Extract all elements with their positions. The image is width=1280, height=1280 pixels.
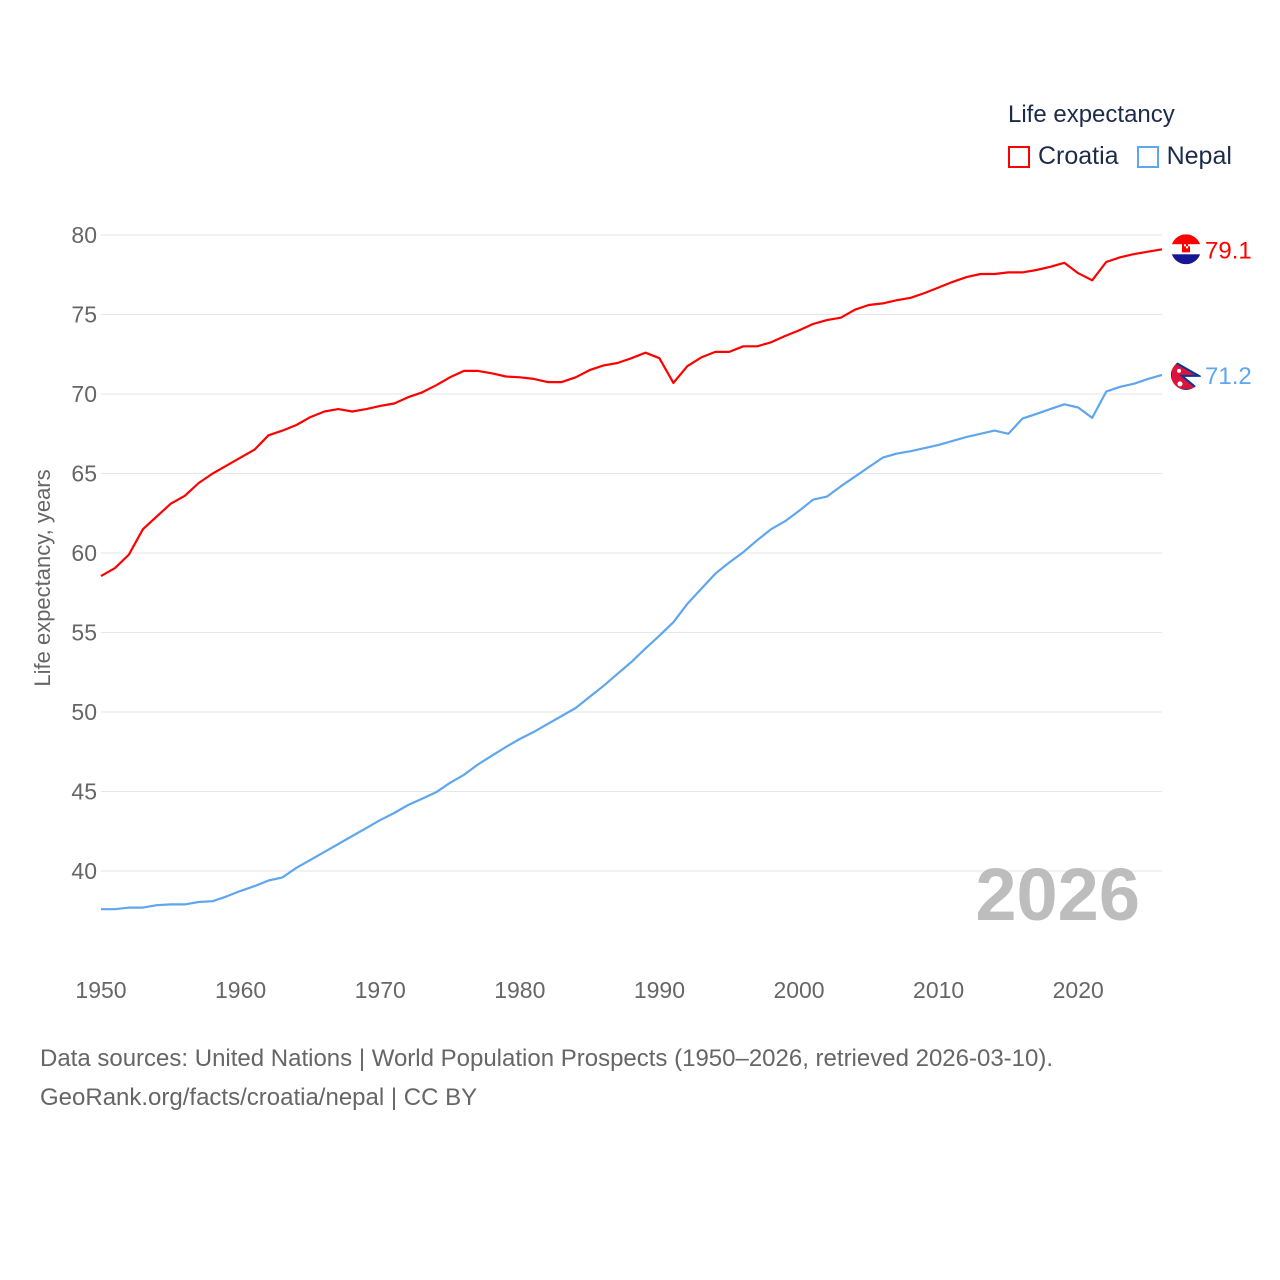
x-tick-label: 1990 xyxy=(634,977,685,1003)
legend-label-nepal: Nepal xyxy=(1166,142,1232,170)
legend-title: Life expectancy xyxy=(1008,101,1175,128)
x-tick-label: 2020 xyxy=(1053,977,1104,1003)
y-tick-label: 40 xyxy=(71,858,97,884)
y-tick-label: 50 xyxy=(71,699,97,725)
year-watermark: 2026 xyxy=(975,853,1140,936)
end-label-croatia: 79.1 xyxy=(1205,237,1252,264)
legend-label-croatia: Croatia xyxy=(1038,142,1119,170)
legend-swatch-nepal xyxy=(1136,145,1159,168)
y-tick-label: 80 xyxy=(71,222,97,248)
x-tick-label: 2000 xyxy=(773,977,824,1003)
x-tick-label: 2010 xyxy=(913,977,964,1003)
series-line-croatia xyxy=(100,248,1163,578)
y-tick-label: 65 xyxy=(71,461,97,487)
flag-nepal-icon xyxy=(1171,359,1201,390)
y-tick-label: 60 xyxy=(71,540,97,566)
legend-item-croatia[interactable]: Croatia xyxy=(1008,142,1119,171)
end-label-nepal: 71.2 xyxy=(1205,363,1252,390)
footer-link[interactable]: GeoRank.org/facts/croatia/nepal | CC BY xyxy=(40,1084,478,1111)
legend-swatch-croatia xyxy=(1008,145,1030,168)
x-tick-label: 1970 xyxy=(355,977,406,1003)
series-line-nepal xyxy=(101,373,1163,911)
x-tick-label: 1980 xyxy=(494,977,545,1003)
flag-croatia-icon xyxy=(1171,234,1201,265)
y-tick-label: 70 xyxy=(71,381,97,407)
x-tick-label: 1960 xyxy=(215,977,266,1003)
footer-sources: Data sources: United Nations | World Pop… xyxy=(40,1045,1054,1072)
x-tick-label: 1950 xyxy=(75,977,126,1003)
y-tick-label: 55 xyxy=(71,620,97,646)
y-tick-label: 45 xyxy=(71,779,97,805)
legend: Croatia Nepal xyxy=(1008,142,1250,171)
legend-item-nepal[interactable]: Nepal xyxy=(1136,142,1232,171)
y-tick-label: 75 xyxy=(71,302,97,328)
y-axis-label: Life expectancy, years xyxy=(30,469,55,686)
